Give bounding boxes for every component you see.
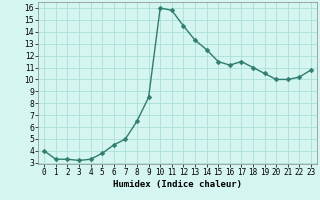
X-axis label: Humidex (Indice chaleur): Humidex (Indice chaleur): [113, 180, 242, 189]
